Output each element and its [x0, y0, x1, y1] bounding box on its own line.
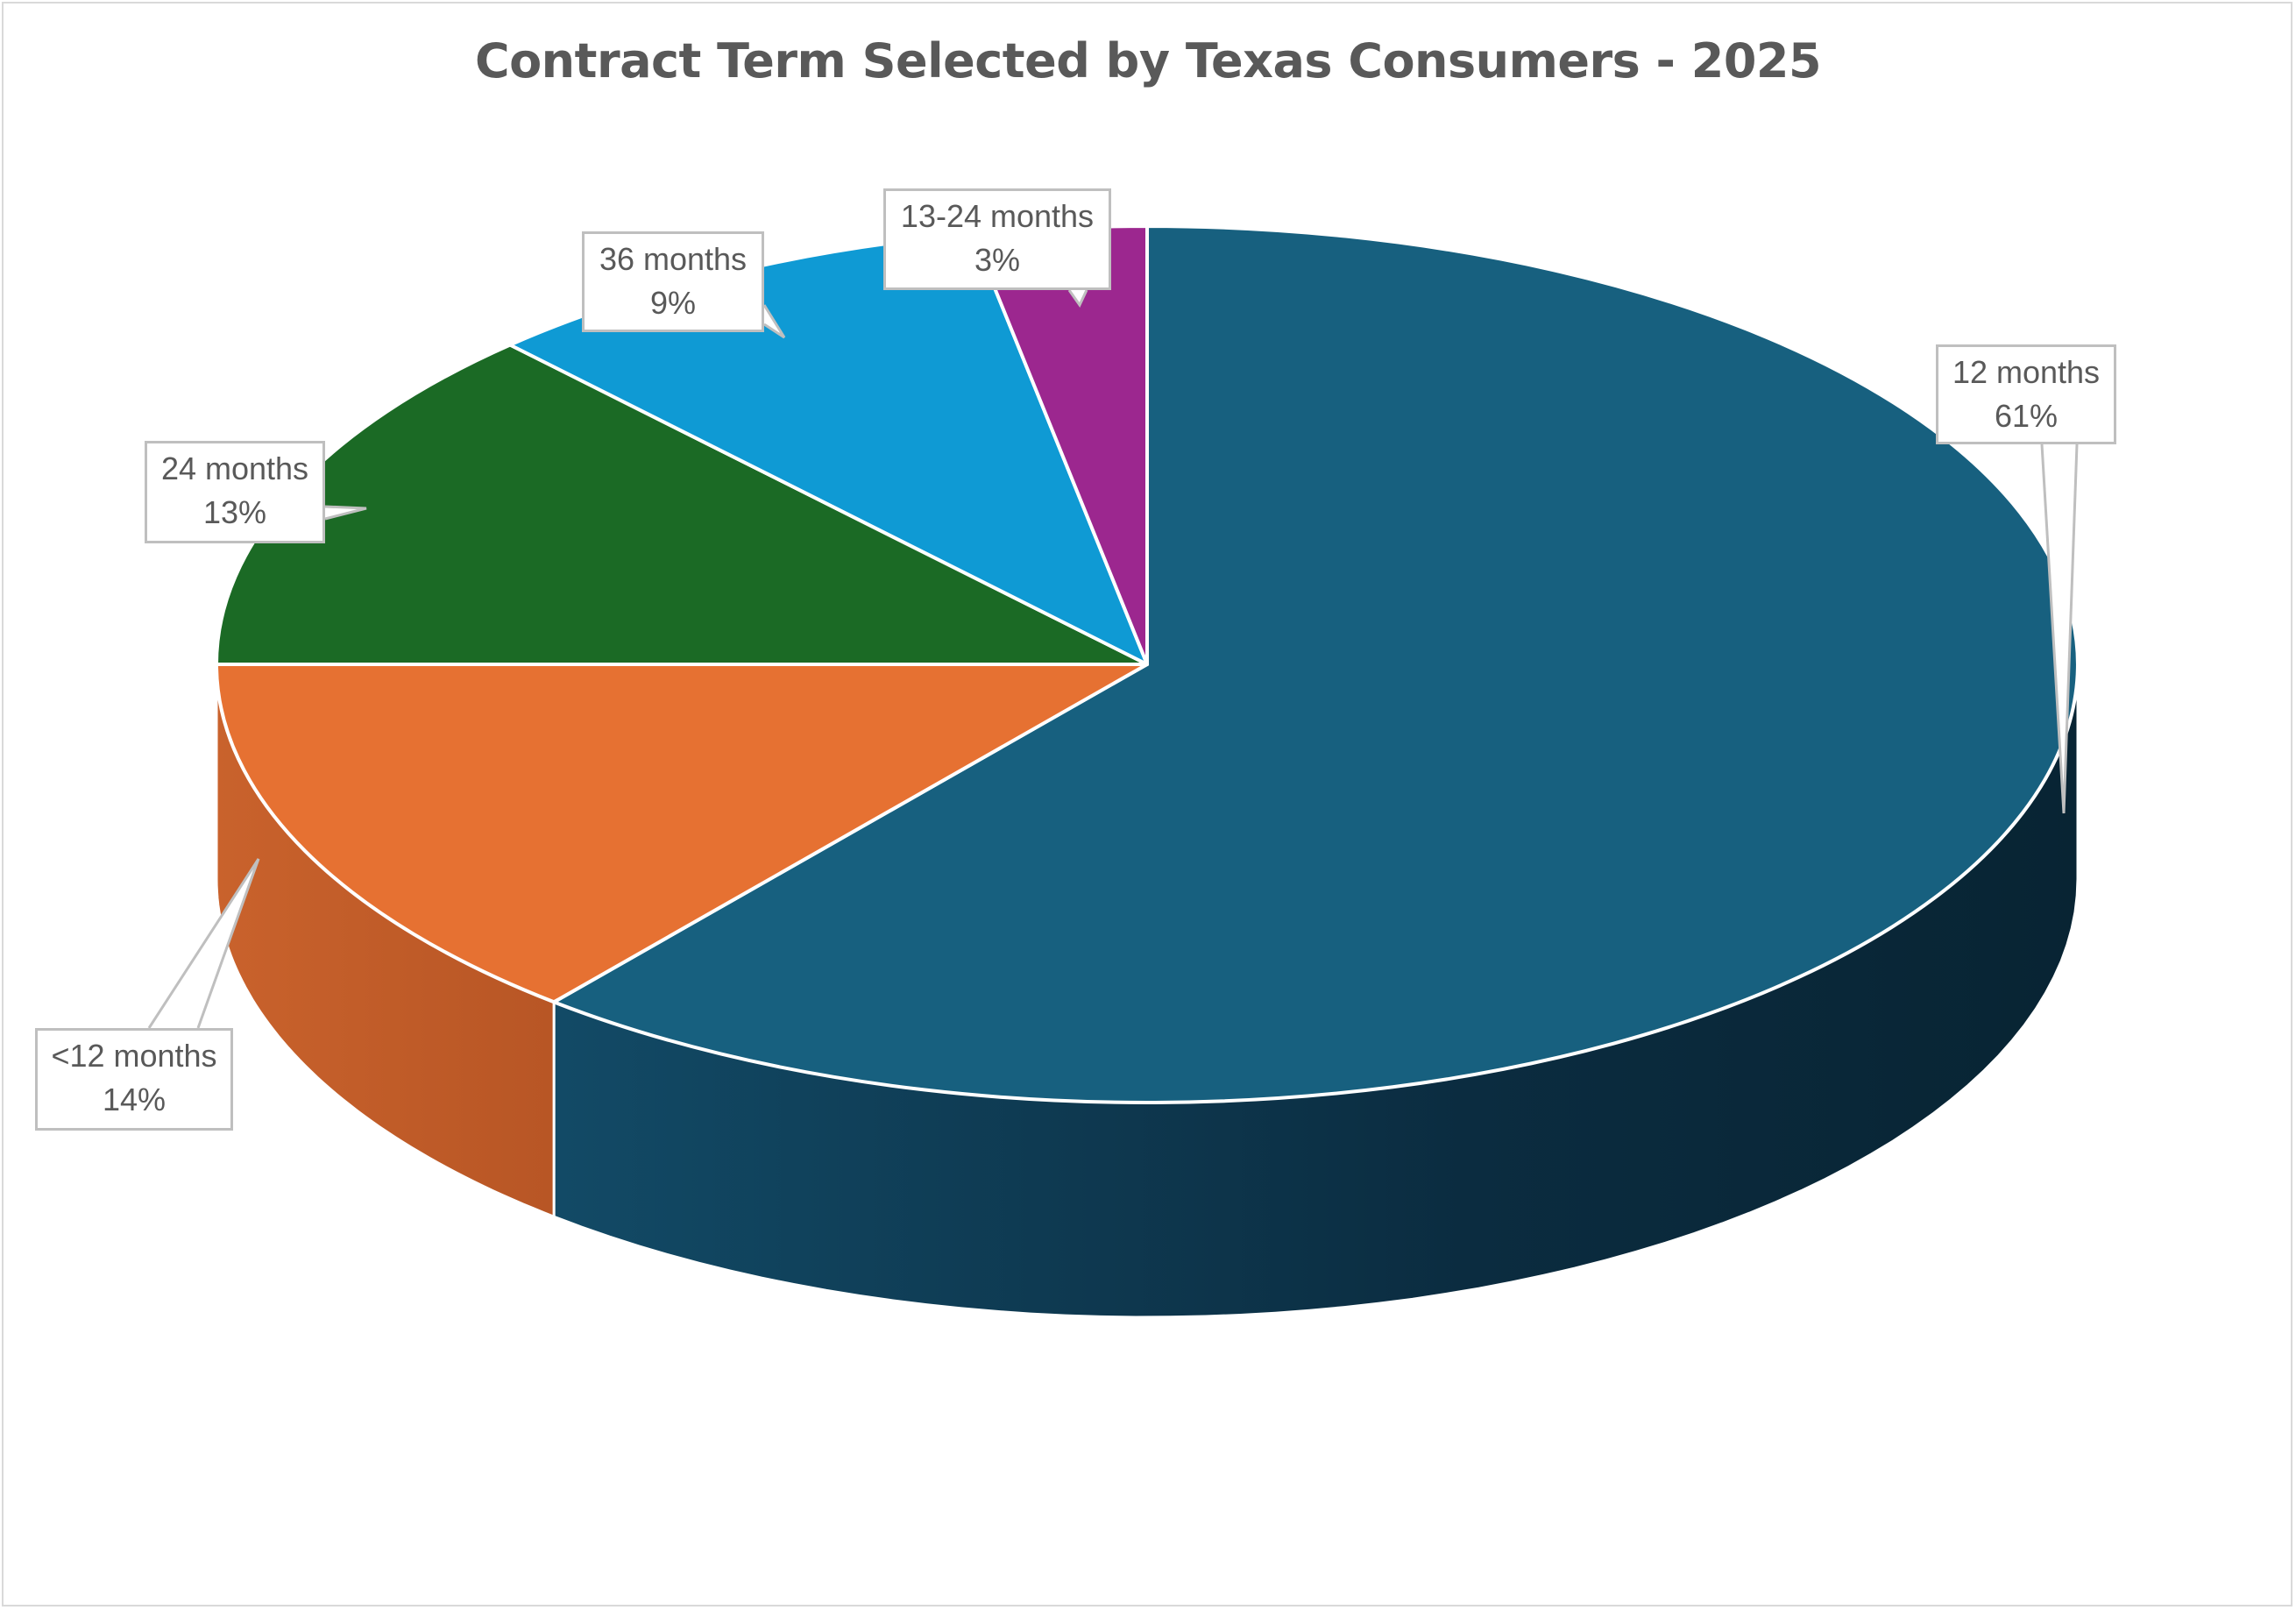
label-category: <12 months [51, 1038, 217, 1074]
label-category: 24 months [160, 450, 309, 486]
pie-top-face [215, 224, 2080, 1104]
data-label-13-24-months: 13-24 months 3% [883, 188, 1111, 290]
callout-leader-line [762, 304, 786, 339]
callout-leader-line [324, 505, 367, 521]
data-label-24-months: 24 months 13% [145, 441, 325, 543]
label-category: 13-24 months [900, 198, 1095, 234]
label-percent: 3% [974, 242, 1021, 278]
data-label-36-months: 36 months 9% [582, 231, 764, 332]
label-percent: 9% [649, 285, 697, 321]
pie-slice-12-months [552, 224, 2080, 1104]
data-label-lt12-months: <12 months 14% [35, 1028, 233, 1131]
label-category: 12 months [1952, 354, 2101, 390]
label-percent: 61% [1994, 398, 2059, 434]
callout-leader-line [2040, 443, 2079, 814]
callout-leader-line [147, 858, 260, 1029]
data-label-12-months: 12 months 61% [1936, 344, 2116, 444]
label-percent: 14% [102, 1082, 167, 1117]
pie-slice--12-months [215, 663, 1149, 1004]
chart-title: Contract Term Selected by Texas Consumer… [474, 33, 1822, 89]
label-percent: 13% [202, 494, 267, 530]
leader-lines [147, 289, 2079, 1029]
label-category: 36 months [599, 241, 748, 277]
callout-leader-line [1067, 289, 1088, 308]
